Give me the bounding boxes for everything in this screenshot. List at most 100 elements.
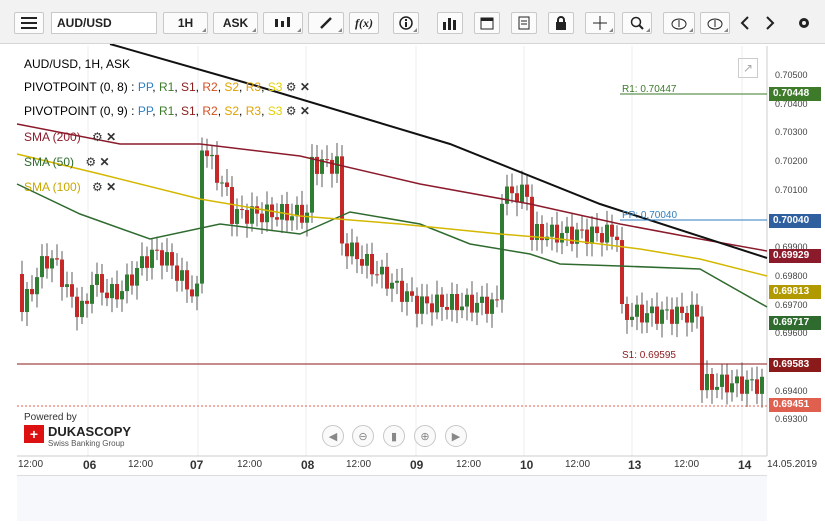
candle-body [450, 294, 454, 310]
candle-body [155, 249, 159, 251]
candle-body [615, 236, 619, 241]
fx-label: f(x) [355, 15, 373, 30]
candle-body [205, 150, 209, 157]
gear-icon[interactable]: ⚙ [285, 80, 297, 94]
x-tick-label: 12:00 [128, 459, 154, 470]
pp-price-tag: 0.70040 [769, 214, 821, 228]
scroll-left-button[interactable] [735, 12, 755, 34]
timeframe-selector[interactable]: 1H [163, 12, 208, 34]
candle-body [730, 383, 734, 393]
settings-button[interactable] [792, 12, 816, 34]
pivot-1-name: PIVOTPOINT (0, 8) [24, 80, 128, 94]
menu-button[interactable] [14, 12, 44, 34]
navigator[interactable] [17, 475, 767, 521]
candle-body [380, 266, 384, 275]
hamburger-icon [21, 17, 37, 29]
candle-body [35, 277, 39, 295]
close-icon[interactable]: ✕ [299, 80, 310, 94]
pivot-r3: R3 [245, 80, 262, 94]
gear-icon[interactable]: ⚙ [92, 130, 103, 144]
lock-button[interactable] [548, 12, 574, 34]
pivot-r1: R1 [158, 80, 175, 94]
indicators-button[interactable]: f(x) [349, 12, 379, 34]
symbol-selector[interactable]: AUD/USD [51, 12, 157, 34]
candle-body [50, 258, 54, 269]
nav-back-button[interactable]: ◀ [322, 425, 344, 447]
close-icon[interactable]: ✕ [106, 180, 117, 194]
candle-body [710, 374, 714, 390]
crosshair-button[interactable] [585, 12, 615, 34]
download-button[interactable] [700, 12, 730, 34]
dukascopy-logo: + [24, 425, 44, 443]
zoom-in-button[interactable]: ⊕ [414, 425, 436, 447]
candle-body [480, 296, 484, 303]
candle-body [150, 249, 154, 268]
candle-body [180, 270, 184, 281]
gear-icon [799, 18, 809, 28]
chevron-left-icon [740, 16, 749, 30]
candle-body [640, 304, 644, 323]
candle-body [550, 224, 554, 237]
candle-body [725, 374, 729, 393]
sma-100-line [16, 153, 768, 277]
candle-body [715, 386, 719, 390]
upload-button[interactable] [663, 12, 695, 34]
candle-body [415, 295, 419, 314]
candle-body [315, 156, 319, 174]
chevron-right-icon [766, 16, 775, 30]
y-tick-label: 0.69700 [775, 299, 808, 310]
reset-view-button[interactable]: ▮ [383, 425, 405, 447]
drawing-tools-button[interactable] [308, 12, 344, 34]
nav-forward-button[interactable]: ▶ [445, 425, 467, 447]
y-tick-label: 0.70100 [775, 184, 808, 195]
candle-body [330, 159, 334, 174]
x-tick-label: 12:00 [456, 459, 482, 470]
chart-type-button[interactable] [263, 12, 303, 34]
candle-body [455, 294, 459, 311]
zoom-out-button[interactable]: ⊖ [352, 425, 374, 447]
sma-200-label: SMA (200) [24, 130, 81, 144]
y-tick-label: 0.70400 [775, 98, 808, 109]
close-icon[interactable]: ✕ [299, 104, 310, 118]
gear-icon[interactable]: ⚙ [92, 180, 103, 194]
candle-body [85, 300, 89, 304]
candle-body [435, 294, 439, 313]
gear-icon[interactable]: ⚙ [85, 155, 97, 169]
lock-icon [556, 16, 566, 30]
document-icon [518, 16, 530, 30]
scroll-right-button[interactable] [760, 12, 780, 34]
offer-side-selector[interactable]: ASK [213, 12, 258, 34]
candle-body [80, 300, 84, 318]
candle-body [390, 282, 394, 289]
volume-button[interactable] [437, 12, 463, 34]
trend-line [109, 44, 768, 259]
close-icon[interactable]: ✕ [106, 130, 117, 144]
candle-body [210, 154, 214, 157]
info-button[interactable] [393, 12, 419, 34]
candle-body [110, 284, 114, 299]
y-tick-label: 0.69300 [775, 414, 808, 425]
candle-body [520, 184, 524, 203]
maximize-button[interactable]: ↗ [738, 58, 758, 78]
candle-body [250, 206, 254, 224]
zoom-button[interactable] [622, 12, 652, 34]
gear-icon[interactable]: ⚙ [285, 104, 297, 118]
candle-body [185, 270, 189, 290]
x-tick-label: 14.05.2019 [767, 459, 818, 470]
calendar-button[interactable] [474, 12, 500, 34]
candle-body [240, 209, 244, 211]
news-button[interactable] [511, 12, 537, 34]
candle-body [370, 254, 374, 275]
close-icon[interactable]: ✕ [99, 155, 110, 169]
x-tick-label: 13 [628, 458, 642, 472]
candle-body [495, 299, 499, 301]
chart-grid [17, 46, 768, 457]
sma200-price-tag: 0.69929 [769, 249, 821, 263]
price-chart[interactable] [0, 44, 825, 524]
legend-pivot-1: PIVOTPOINT (0, 8) : PP, R1, S1, R2, S2, … [24, 80, 310, 94]
x-tick-label: 12:00 [346, 459, 372, 470]
candle-body [255, 206, 259, 214]
bars-icon [443, 18, 456, 30]
candle-body [395, 280, 399, 283]
sma-100-label: SMA (100) [24, 180, 81, 194]
